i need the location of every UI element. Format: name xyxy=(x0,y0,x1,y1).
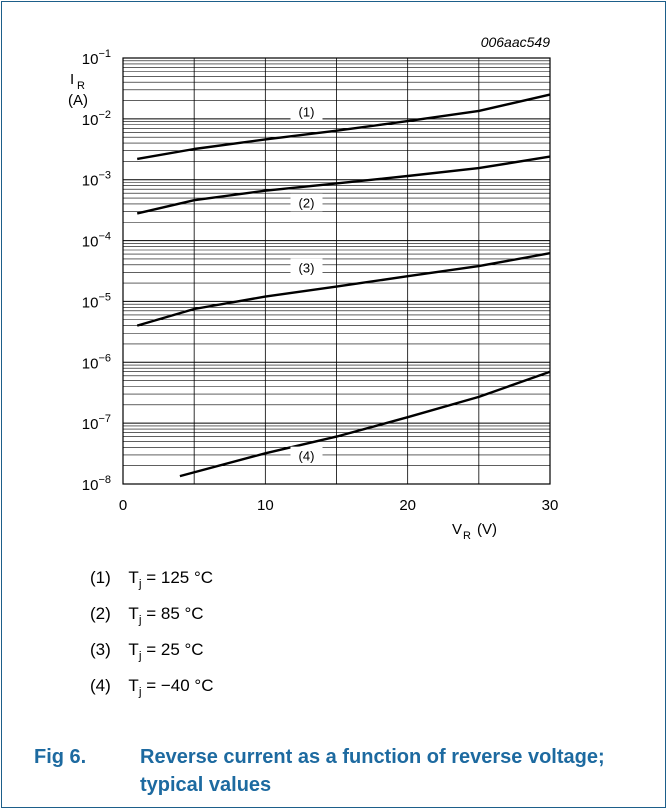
series-label: (3) xyxy=(299,261,315,276)
series-label-bg xyxy=(290,258,323,277)
y-tick-label: 10−2 xyxy=(82,109,111,129)
figure-ref-id: 006aac549 xyxy=(481,34,551,50)
x-axis-unit: (V) xyxy=(477,521,497,538)
x-axis-subscript: R xyxy=(463,530,471,542)
y-tick-label: 10−5 xyxy=(82,291,111,311)
x-axis-symbol: V xyxy=(452,521,462,538)
legend-number: (1) xyxy=(90,568,111,587)
y-tick-exponent: −3 xyxy=(98,170,111,182)
y-tick-base: 10 xyxy=(82,294,99,311)
y-tick-base: 10 xyxy=(82,477,99,494)
legend-number: (3) xyxy=(90,640,111,659)
legend-value: = −40 °C xyxy=(146,676,214,695)
x-tick-label: 30 xyxy=(542,497,559,514)
y-tick-label: 10−6 xyxy=(82,352,111,372)
legend-item: (2) Tj = 85 °C xyxy=(90,602,214,638)
y-tick-base: 10 xyxy=(82,416,99,433)
series-label: (2) xyxy=(299,195,315,210)
legend-value: = 85 °C xyxy=(146,604,204,623)
legend-symbol: T xyxy=(128,568,139,587)
y-tick-label: 10−7 xyxy=(82,413,111,433)
y-tick-exponent: −1 xyxy=(98,48,111,60)
y-tick-label: 10−4 xyxy=(82,231,111,251)
series-label: (4) xyxy=(299,449,315,464)
y-tick-exponent: −7 xyxy=(98,413,111,425)
series-label-bg xyxy=(290,102,323,121)
chart-legend: (1) Tj = 125 °C (2) Tj = 85 °C (3) Tj = … xyxy=(90,566,214,710)
y-tick-label: 10−1 xyxy=(82,48,111,68)
legend-symbol: T xyxy=(128,604,139,623)
y-tick-exponent: −2 xyxy=(98,109,111,121)
series-line-1 xyxy=(136,93,551,161)
y-axis-subscript: R xyxy=(77,80,85,92)
x-tick-label: 20 xyxy=(399,497,416,514)
legend-subscript: j xyxy=(138,576,142,591)
legend-item: (3) Tj = 25 °C xyxy=(90,638,214,674)
legend-item: (4) Tj = −40 °C xyxy=(90,674,214,710)
x-tick-label: 10 xyxy=(257,497,274,514)
legend-value: = 125 °C xyxy=(146,568,214,587)
y-tick-exponent: −8 xyxy=(98,474,111,486)
y-axis-unit: (A) xyxy=(68,92,88,109)
y-axis-symbol: I xyxy=(70,71,74,88)
y-tick-exponent: −4 xyxy=(98,231,111,243)
legend-number: (4) xyxy=(90,676,111,695)
series-label: (1) xyxy=(299,105,315,120)
series-label-bg xyxy=(290,193,323,212)
y-tick-base: 10 xyxy=(82,173,99,190)
legend-subscript: j xyxy=(138,612,142,627)
legend-symbol: T xyxy=(128,676,139,695)
series-label-bg xyxy=(290,446,323,465)
legend-item: (1) Tj = 125 °C xyxy=(90,566,214,602)
legend-subscript: j xyxy=(138,648,142,663)
figure-label: Fig 6. xyxy=(34,746,87,768)
legend-subscript: j xyxy=(138,684,142,699)
y-tick-base: 10 xyxy=(82,51,99,68)
legend-number: (2) xyxy=(90,604,111,623)
series-line-3 xyxy=(136,252,551,327)
figure-title: Reverse current as a function of reverse… xyxy=(140,746,605,796)
y-tick-label: 10−8 xyxy=(82,474,111,494)
legend-symbol: T xyxy=(128,640,139,659)
x-tick-label: 0 xyxy=(119,497,127,514)
legend-value: = 25 °C xyxy=(146,640,204,659)
y-tick-base: 10 xyxy=(82,234,99,251)
y-tick-exponent: −5 xyxy=(98,291,111,303)
y-tick-label: 10−3 xyxy=(82,170,111,190)
series-line-4 xyxy=(179,370,551,478)
y-tick-base: 10 xyxy=(82,112,99,129)
y-tick-exponent: −6 xyxy=(98,352,111,364)
series-line-2 xyxy=(136,155,551,215)
plot-frame xyxy=(122,57,551,485)
y-tick-base: 10 xyxy=(82,355,99,372)
reverse-current-chart: 10−110−210−310−410−510−610−710−80 10 20 30I… xyxy=(68,34,559,542)
